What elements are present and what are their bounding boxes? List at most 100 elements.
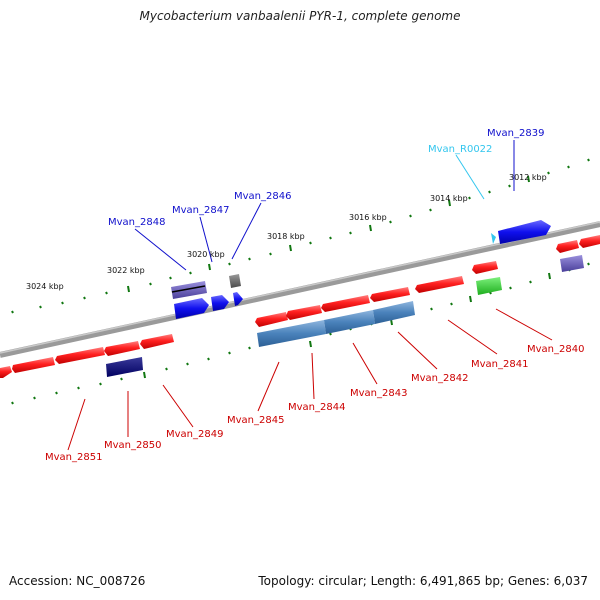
scale-tick xyxy=(529,280,532,284)
gene-feature xyxy=(229,274,241,288)
gene-label[interactable]: Mvan_2840 xyxy=(527,344,584,355)
accession-text: Accession: NC_008726 xyxy=(9,574,146,588)
scale-tick xyxy=(11,310,14,314)
leader-mvan-2843 xyxy=(352,342,378,385)
gene-label[interactable]: Mvan_2844 xyxy=(288,402,345,413)
leader-mvan-2851 xyxy=(67,398,86,451)
leader-mvan-2842 xyxy=(397,331,438,370)
gene-feature xyxy=(560,255,584,272)
gene-label[interactable]: Mvan_2841 xyxy=(471,359,528,370)
leader-mvan-2841 xyxy=(447,319,498,355)
scale-label: 3022 kbp xyxy=(107,266,145,275)
scale-label: 3012 kbp xyxy=(509,173,547,182)
scale-tick-major xyxy=(208,263,211,271)
scale-tick xyxy=(207,357,210,361)
scale-tick xyxy=(409,214,412,218)
scale-tick-major xyxy=(548,272,551,280)
scale-label: 3020 kbp xyxy=(187,250,225,259)
scale-tick xyxy=(248,257,251,261)
gene-label[interactable]: Mvan_2845 xyxy=(227,415,284,426)
scale-tick xyxy=(349,231,352,235)
gene-feature xyxy=(370,287,410,302)
scale-tick xyxy=(83,296,86,300)
gene-feature-mvan-2842 xyxy=(373,301,415,324)
scale-tick xyxy=(39,305,42,309)
scale-tick-major xyxy=(469,295,472,303)
scale-tick xyxy=(186,362,189,366)
scale-tick xyxy=(11,401,14,405)
genome-title: Mycobacterium vanbaalenii PYR-1, complet… xyxy=(139,9,461,23)
scale-tick xyxy=(269,252,272,256)
scale-label: 3016 kbp xyxy=(349,213,387,222)
scale-tick xyxy=(587,262,590,266)
gene-feature xyxy=(415,276,464,293)
gene-label[interactable]: Mvan_2842 xyxy=(411,373,468,384)
gene-feature-mvan-2846 xyxy=(233,292,243,306)
scale-tick xyxy=(189,271,192,275)
gene-label[interactable]: Mvan_2849 xyxy=(166,429,223,440)
minus-strand-features xyxy=(0,235,600,378)
scale-tick-major xyxy=(448,199,451,207)
scale-tick xyxy=(55,391,58,395)
scale-tick-major xyxy=(527,175,530,183)
scale-labels: 3024 kbp 3022 kbp 3020 kbp 3018 kbp 3016… xyxy=(26,173,547,291)
scale-tick xyxy=(450,302,453,306)
scale-label: 3024 kbp xyxy=(26,282,64,291)
gene-feature-mvan-2845 xyxy=(257,320,326,347)
scale-tick xyxy=(547,171,550,175)
gene-feature xyxy=(140,334,174,349)
scale-tick xyxy=(99,382,102,386)
gene-feature xyxy=(55,347,105,364)
gene-feature xyxy=(321,295,370,312)
rna-label[interactable]: Mvan_R0022 xyxy=(428,144,492,155)
scale-tick xyxy=(309,241,312,245)
gene-feature-mvan-2850 xyxy=(106,357,143,377)
gene-feature xyxy=(579,235,600,248)
gene-label[interactable]: Mvan_2848 xyxy=(108,217,165,228)
gene-feature-mvan-2840 xyxy=(556,240,579,253)
scale-label: 3014 kbp xyxy=(430,194,468,203)
scale-tick xyxy=(77,386,80,390)
scale-tick xyxy=(567,165,570,169)
gene-feature xyxy=(255,312,288,327)
scale-tick xyxy=(329,332,332,336)
scale-tick xyxy=(228,351,231,355)
gene-feature-mvan-2841 xyxy=(472,261,498,274)
gene-label[interactable]: Mvan_2851 xyxy=(45,452,102,463)
scale-tick xyxy=(228,262,231,266)
gene-label[interactable]: Mvan_2846 xyxy=(234,191,291,202)
scale-label: 3018 kbp xyxy=(267,232,305,241)
lower-label-leaders xyxy=(67,308,553,451)
gene-label[interactable]: Mvan_2839 xyxy=(487,128,544,139)
gene-label[interactable]: Mvan_2847 xyxy=(172,205,229,216)
lower-gene-labels: Mvan_2851 Mvan_2850 Mvan_2849 Mvan_2845 … xyxy=(45,344,584,463)
gene-label[interactable]: Mvan_2850 xyxy=(104,440,161,451)
leader-mvan-2840 xyxy=(495,308,553,341)
genome-summary: Topology: circular; Length: 6,491,865 bp… xyxy=(258,574,588,588)
scale-tick xyxy=(430,307,433,311)
gene-feature xyxy=(104,341,140,356)
scale-tick xyxy=(429,208,432,212)
scale-tick xyxy=(61,301,64,305)
scale-tick-major xyxy=(369,224,372,232)
gene-feature xyxy=(12,357,55,373)
scale-tick xyxy=(587,158,590,162)
upper-label-leaders xyxy=(134,140,515,271)
scale-tick xyxy=(165,367,168,371)
scale-tick-major xyxy=(143,371,146,379)
upper-gene-labels: Mvan_2848 Mvan_2847 Mvan_2846 Mvan_R0022… xyxy=(108,128,544,228)
scale-tick xyxy=(509,286,512,290)
gene-label[interactable]: Mvan_2843 xyxy=(350,388,407,399)
gene-feature-mvan-2843 xyxy=(324,310,375,334)
scale-tick xyxy=(105,291,108,295)
leader-mvan-2845 xyxy=(257,361,280,412)
gene-feature-mvan-2839 xyxy=(498,220,551,244)
gene-feature-mvan-2848 xyxy=(171,281,207,299)
gene-feature-mvan-2847 xyxy=(211,295,229,311)
gene-feature-mvan-2841-green xyxy=(476,277,502,295)
scale-tick xyxy=(169,276,172,280)
scale-tick xyxy=(468,196,471,200)
rna-feature-mvan-r0022 xyxy=(491,233,496,244)
